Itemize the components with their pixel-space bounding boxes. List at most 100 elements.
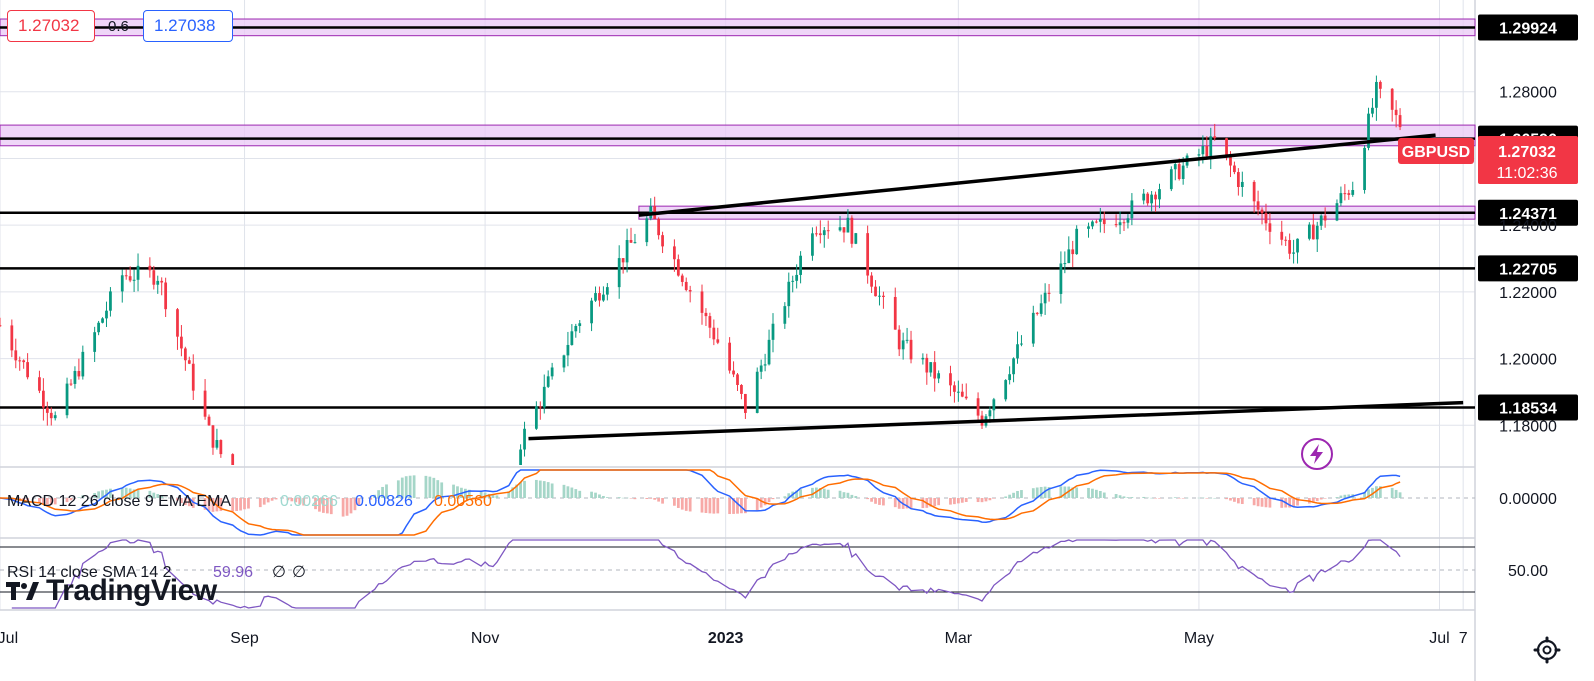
macd-line-value: 0.00826 [355,493,413,510]
macd-hist-bar [1236,498,1240,504]
candle [953,381,956,403]
macd-hist-bar [436,480,440,498]
settings-gear-icon[interactable] [1533,636,1561,664]
macd-hist-bar [799,489,802,498]
buy-price-box[interactable]: 1.27038 [143,10,233,42]
macd-hist-bar [854,496,858,498]
symbol-name: GBPUSD [1402,144,1470,161]
macd-hist-bar [1031,488,1035,498]
macd-hist-bar [992,498,996,499]
candle [976,392,980,421]
macd-hist-bar [49,498,53,505]
macd-hist-bar [81,495,85,498]
macd-hist-bar [1225,498,1228,500]
macd-hist-bar [325,498,329,514]
macd-hist-bar [645,498,649,500]
time-tick-Jul: Jul [0,630,18,647]
macd-hist-bar [322,498,325,513]
macd-hist-bar [1071,487,1075,498]
macd-hist-bar [160,495,164,498]
price-tick-1.24000: 1.24000 [1499,218,1557,235]
candle [180,325,183,357]
candle [562,354,566,373]
macd-hist-bar [984,498,988,502]
macd-hist-bar [1098,490,1102,498]
macd-hist-bar [180,498,183,504]
macd-hist-bar [1063,486,1067,498]
rsi-extra-1: ∅ [272,564,286,581]
price-axis[interactable]: 1.28000 1.24000 1.22000 1.20000 1.18000 0.000… [1478,0,1594,681]
macd-pane [0,469,1475,536]
candle [207,414,211,426]
macd-hist-bar [22,498,26,502]
candle [18,356,22,371]
macd-hist-bar [842,492,846,498]
candle [684,277,688,292]
candle [38,370,41,394]
candle [0,317,2,327]
macd-hist-bar [270,498,274,501]
rsi-pane [0,539,1475,609]
macd-hist-bar [1319,498,1323,500]
candle [744,393,747,419]
candle [1016,331,1019,364]
macd-hist-bar [1343,494,1347,498]
macd-hist-bar [511,487,515,498]
macd-hist-bar [866,498,870,500]
macd-hist-bar [211,498,215,512]
candle [1280,220,1284,246]
candle [1059,251,1063,304]
price-tick-1.20000: 1.20000 [1499,352,1557,369]
candle [105,301,108,328]
macd-hist-bar [152,492,156,498]
macd-hist-bar [1311,498,1315,503]
macd-hist-bar [771,498,775,500]
macd-hist-bar [1229,498,1232,501]
candle [101,317,104,324]
macd-hist-bar [882,498,885,506]
candle [897,325,901,357]
macd-hist-bar [1296,498,1299,506]
last-price-label: 1.27032 11:02:36 [1478,136,1578,184]
macd-hist-bar [219,498,223,512]
candle [81,345,85,380]
candle [69,379,73,386]
macd-hist-bar [893,498,897,508]
symbol-badge[interactable]: GBPUSD [1398,138,1474,164]
macd-hist-bar [594,492,597,498]
candle [1039,294,1043,317]
macd-hist-bar [235,498,239,511]
candle [882,291,885,309]
candle [767,329,771,366]
candle [45,401,49,426]
lightning-icon[interactable] [1300,437,1334,471]
macd-hist-bar [704,498,708,513]
macd-hist-bar [1047,487,1051,498]
candle [156,275,160,294]
macd-hist-bar [826,489,830,498]
macd-hist-bar [491,495,495,498]
macd-hist-bar [93,493,97,498]
candle [661,231,664,254]
candle [704,308,708,326]
candle [625,228,629,273]
candle [1264,203,1268,231]
candle [921,353,925,365]
candle [1075,225,1079,255]
candle [176,307,179,350]
zone-1.26596 [0,124,1476,147]
candle [1102,211,1106,234]
bar-countdown: 11:02:36 [1496,165,1557,182]
candle [956,380,960,402]
macd-hist-bar [124,487,128,498]
macd-hist-bar [676,498,680,508]
macd-hist-bar [1067,486,1071,498]
candle [1256,190,1260,216]
candle [1339,186,1343,207]
candle [1307,222,1311,241]
time-axis[interactable]: Jul Sep Nov 2023 Mar May Jul 7 [0,630,1468,647]
sell-price-box[interactable]: 1.27032 [7,10,95,42]
macd-hist-bar [1367,489,1370,498]
macd-hist-bar [566,486,570,498]
